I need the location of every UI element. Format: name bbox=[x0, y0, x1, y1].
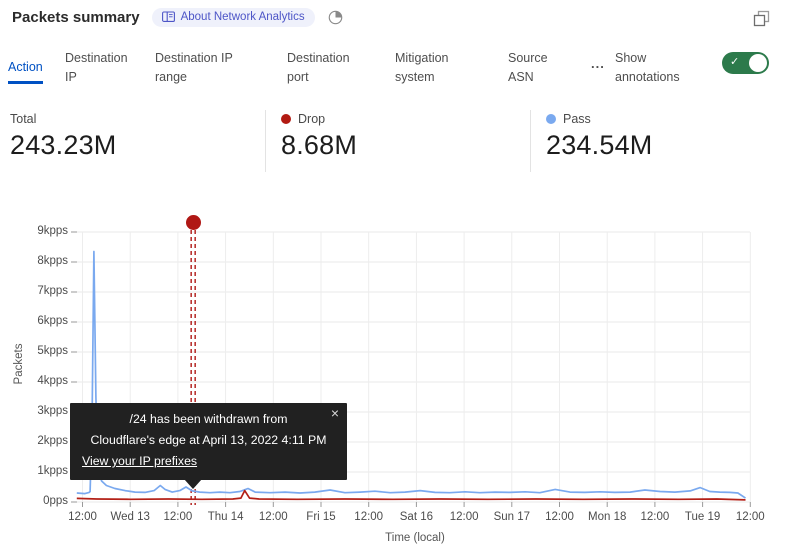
x-tick-label: 12:00 bbox=[68, 511, 97, 523]
x-tick-label: Thu 14 bbox=[207, 511, 244, 523]
x-tick-label: Wed 13 bbox=[110, 511, 150, 523]
x-tick-label: 12:00 bbox=[545, 511, 574, 523]
x-tick-label: 12:00 bbox=[258, 511, 288, 523]
dimension-tabs: Action Destination IP Destination IP ran… bbox=[0, 48, 785, 96]
tooltip-arrow bbox=[184, 479, 202, 489]
x-axis-title: Time (local) bbox=[385, 532, 445, 544]
annotation-marker-dot[interactable] bbox=[185, 215, 201, 230]
y-tick-label: 6kpps bbox=[37, 315, 68, 327]
more-tabs-ellipsis-icon[interactable]: ... bbox=[591, 56, 605, 71]
y-tick-label: 5kpps bbox=[37, 345, 68, 357]
x-tick-label: Fri 15 bbox=[306, 511, 336, 523]
y-tick-label: 8kpps bbox=[37, 255, 68, 267]
x-tick-label: Sat 16 bbox=[399, 511, 434, 523]
view-ip-prefixes-link[interactable]: View your IP prefixes bbox=[82, 454, 198, 468]
show-annotations-label: Show annotations bbox=[615, 51, 680, 85]
stat-drop-value: 8.68M bbox=[281, 130, 358, 160]
toggle-check-icon: ✓ bbox=[730, 56, 740, 68]
drop-legend-dot bbox=[281, 114, 291, 124]
tooltip-text-line1: /24 has been withdrawn from bbox=[129, 412, 288, 426]
y-tick-label: 2kpps bbox=[37, 435, 68, 447]
y-tick-label: 0pps bbox=[43, 495, 68, 507]
panel-title: Packets summary bbox=[12, 9, 140, 26]
stat-total: Total 243.23M bbox=[10, 112, 116, 161]
y-tick-label: 7kpps bbox=[37, 285, 68, 297]
tab-destination-ip[interactable]: Destination IP bbox=[65, 51, 128, 85]
stat-divider bbox=[265, 110, 266, 172]
summary-stats: Total 243.23M Drop 8.68M Pass 234.54M bbox=[0, 108, 785, 176]
expand-panel-icon[interactable] bbox=[752, 9, 771, 28]
book-icon bbox=[161, 11, 175, 23]
y-tick-label: 3kpps bbox=[37, 405, 68, 417]
x-tick-label: Tue 19 bbox=[684, 511, 721, 523]
panel-header: Packets summary About Network Analytics bbox=[12, 8, 344, 27]
drop-line bbox=[76, 489, 746, 501]
pass-legend-dot bbox=[546, 114, 556, 124]
about-network-analytics-badge[interactable]: About Network Analytics bbox=[151, 8, 315, 27]
tab-destination-ip-range[interactable]: Destination IP range bbox=[155, 51, 233, 85]
tab-destination-port[interactable]: Destination port bbox=[287, 51, 350, 85]
x-tick-label: 12:00 bbox=[640, 511, 670, 523]
x-tick-label: Mon 18 bbox=[588, 511, 627, 523]
stat-drop: Drop 8.68M bbox=[281, 112, 357, 161]
badge-label: About Network Analytics bbox=[180, 11, 305, 23]
tab-action[interactable]: Action bbox=[8, 58, 43, 85]
x-tick-label: 12:00 bbox=[735, 511, 765, 523]
stat-pass-label: Pass bbox=[563, 112, 591, 126]
y-tick-label: 9kpps bbox=[37, 225, 68, 237]
tab-mitigation-system[interactable]: Mitigation system bbox=[395, 51, 449, 85]
x-tick-label: 12:00 bbox=[354, 511, 384, 523]
toggle-knob bbox=[749, 54, 767, 72]
x-tick-label: Sun 17 bbox=[493, 511, 531, 523]
stat-total-value: 243.23M bbox=[10, 130, 117, 160]
stat-drop-label: Drop bbox=[298, 112, 326, 126]
x-tick-label: 12:00 bbox=[163, 511, 193, 523]
y-tick-label: 4kpps bbox=[37, 375, 68, 387]
stat-pass: Pass 234.54M bbox=[546, 112, 652, 161]
tab-source-asn[interactable]: Source ASN bbox=[508, 51, 548, 85]
x-tick-label: 12:00 bbox=[449, 511, 479, 523]
y-tick-label: 1kpps bbox=[37, 465, 68, 477]
show-annotations-toggle[interactable]: ✓ bbox=[722, 52, 769, 74]
stat-pass-value: 234.54M bbox=[546, 130, 653, 160]
y-axis-title: Packets bbox=[13, 343, 25, 385]
tooltip-close-icon[interactable]: × bbox=[330, 405, 339, 421]
data-freshness-pie-icon[interactable] bbox=[327, 9, 344, 26]
annotation-tooltip: × /24 has been withdrawn from Cloudflare… bbox=[70, 403, 347, 489]
stat-total-label: Total bbox=[10, 112, 37, 126]
pass-line bbox=[76, 250, 746, 499]
tooltip-text-line2: Cloudflare's edge at April 13, 2022 4:11… bbox=[90, 433, 327, 447]
stat-divider bbox=[530, 110, 531, 172]
packets-time-series-chart: Packets 0pps 1kpps 2kpps 3kpps 4kpps 5kpps 6kp… bbox=[0, 200, 785, 555]
